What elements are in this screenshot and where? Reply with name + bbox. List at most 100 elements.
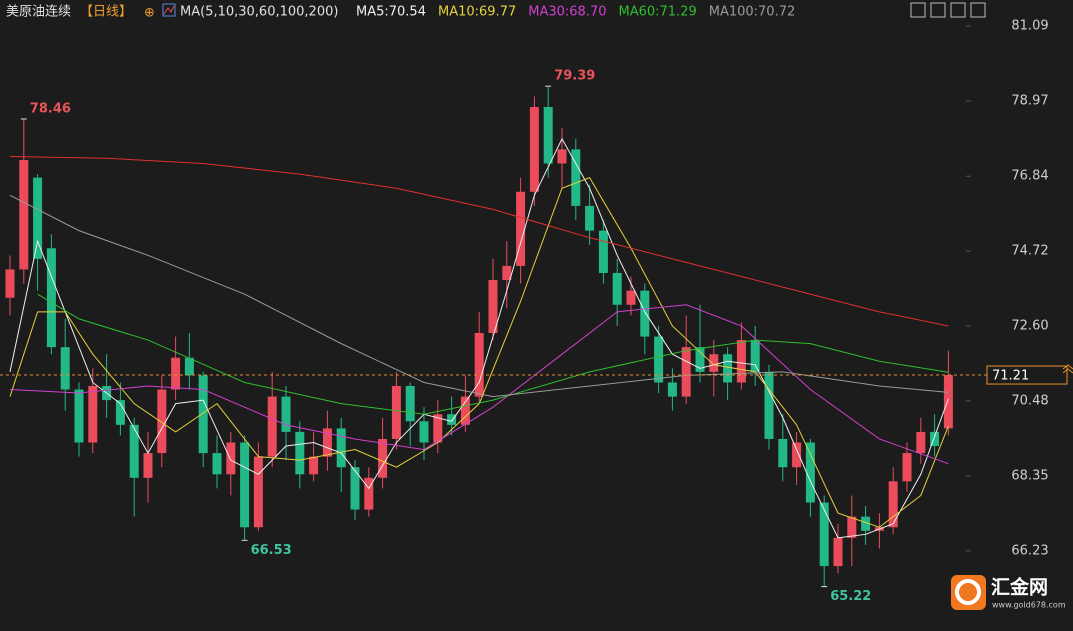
candle-body: [930, 431, 940, 447]
legend-entry: MA100:70.72: [709, 5, 796, 20]
ma-line: [9, 177, 949, 528]
last-price-box: [986, 365, 1068, 385]
tool-button[interactable]: [950, 2, 966, 18]
candle-body: [529, 107, 539, 192]
y-tick-label: 66.23: [1011, 543, 1048, 558]
candle-body: [626, 290, 636, 305]
candle-body: [640, 290, 650, 337]
indicator: MA(5,10,30,60,100,200): [180, 5, 338, 20]
candle-body: [681, 347, 691, 397]
legend-entry: MA5:70.54: [356, 5, 426, 20]
candle-body: [184, 357, 194, 376]
candle-body: [805, 442, 815, 503]
ma-line: [9, 137, 949, 539]
candle-body: [60, 347, 70, 390]
candle-body: [460, 396, 470, 425]
candle-body: [88, 385, 98, 443]
y-tick-label: 72.60: [1011, 318, 1048, 333]
candle-body: [709, 354, 719, 372]
indicator-icon-line: [163, 5, 175, 15]
candle-body: [474, 333, 484, 397]
toolbar: [910, 2, 986, 18]
candle-body: [792, 442, 802, 468]
logo-icon-ring: [955, 579, 981, 605]
candle-body: [267, 396, 277, 457]
candle-body: [667, 382, 677, 397]
indicator-icon[interactable]: [162, 3, 176, 17]
candle-body: [5, 269, 15, 298]
candle-body: [447, 414, 457, 425]
period: 【日线】: [80, 5, 132, 20]
chart-title: 美原油连续: [6, 4, 71, 20]
legend-entry: MA10:69.77: [438, 5, 516, 20]
candle-body: [516, 191, 526, 266]
candle-body: [502, 265, 512, 281]
candle-body: [143, 453, 153, 478]
logo-name: 汇金网: [991, 576, 1048, 599]
candle-body: [861, 516, 871, 531]
candle-body: [33, 177, 43, 259]
annotation: 78.46: [30, 102, 71, 117]
candle-body: [240, 442, 250, 528]
candle-body: [557, 149, 567, 164]
ma-line: [9, 155, 949, 327]
logo: 汇金网 www.gold678.com: [951, 575, 1066, 610]
candle-body: [391, 385, 401, 439]
legend-entry: MA60:71.29: [618, 5, 696, 20]
candle-body: [819, 502, 829, 567]
candle-body: [129, 424, 139, 478]
annotation: 65.22: [830, 589, 871, 604]
last-price-marker: [1062, 364, 1073, 374]
last-price-label: 71.21: [992, 369, 1029, 384]
candle-body: [543, 107, 553, 164]
candle-body: [902, 453, 912, 482]
candle-body: [350, 467, 360, 510]
tool-button[interactable]: [930, 2, 946, 18]
candle-body: [598, 230, 608, 273]
candle-body: [309, 456, 319, 475]
candle-body: [943, 375, 953, 429]
candle-body: [74, 389, 84, 443]
candle-body: [295, 431, 305, 475]
annotation: 79.39: [554, 69, 595, 84]
candle-body: [46, 248, 56, 348]
candle-body: [833, 537, 843, 567]
candle-body: [750, 340, 760, 372]
candle-body: [322, 428, 332, 457]
annotation: 66.53: [251, 543, 292, 558]
legend-entry: MA30:68.70: [528, 5, 606, 20]
candle-body: [157, 389, 167, 454]
candle-body: [212, 453, 222, 475]
ma-line: [9, 304, 949, 465]
candle-body: [171, 357, 181, 390]
candle-body: [405, 385, 415, 422]
candle-body: [723, 354, 733, 383]
candle-body: [488, 280, 498, 334]
tool-button[interactable]: [910, 2, 926, 18]
candle-body: [115, 400, 125, 425]
candle-body: [198, 375, 208, 454]
tool-button[interactable]: [970, 2, 986, 18]
candle-body: [847, 516, 857, 538]
candle-body: [585, 205, 595, 231]
candle-body: [778, 438, 788, 468]
candle-body: [433, 414, 443, 443]
candles: [5, 86, 953, 587]
candle-body: [336, 428, 346, 468]
ma-line: [37, 293, 949, 415]
candle-body: [612, 272, 622, 305]
y-tick-label: 78.97: [1011, 94, 1048, 109]
candle-body: [654, 336, 664, 383]
candle-body: [764, 371, 774, 439]
add-icon[interactable]: ⊕: [144, 6, 155, 21]
candle-body: [253, 456, 263, 528]
candle-body: [695, 347, 705, 372]
candle-body: [19, 159, 29, 270]
candle-body: [571, 149, 581, 206]
candle-body: [364, 477, 374, 510]
y-tick-label: 76.84: [1011, 169, 1048, 184]
candle-body: [281, 396, 291, 432]
candle-body: [226, 442, 236, 475]
y-tick-label: 70.48: [1011, 393, 1048, 408]
